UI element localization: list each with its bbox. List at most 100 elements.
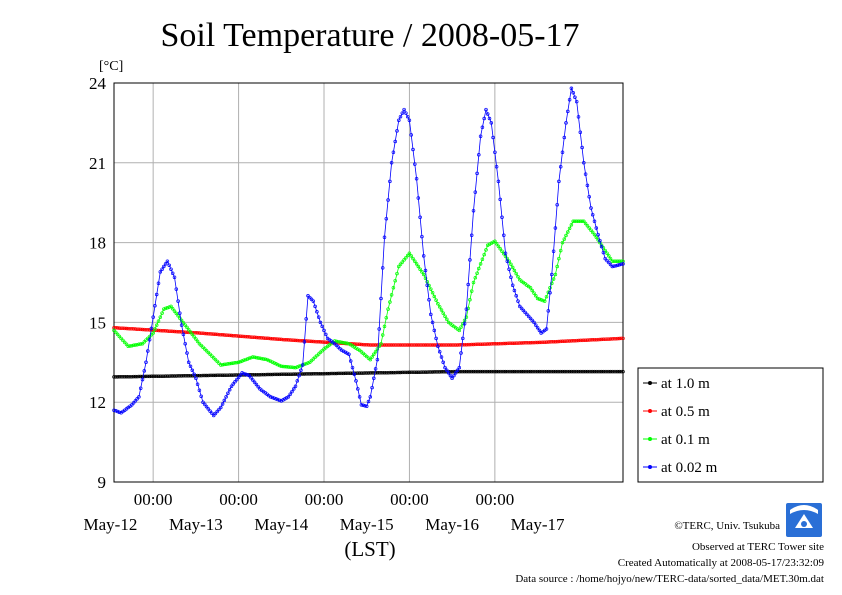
data-point: [243, 372, 248, 377]
data-point: [421, 343, 426, 347]
data-point: [210, 411, 214, 416]
data-point: [137, 327, 141, 332]
data-point: [117, 375, 122, 379]
data-point: [459, 369, 463, 374]
data-point: [179, 318, 184, 323]
data-point: [318, 340, 323, 344]
data-point: [429, 343, 433, 347]
data-point: [397, 343, 401, 347]
data-point: [254, 335, 259, 340]
data-point: [135, 342, 139, 347]
data-point: [259, 356, 264, 361]
data-point: [306, 294, 310, 298]
data-point: [354, 342, 358, 346]
data-point: [420, 343, 424, 347]
data-point: [281, 337, 285, 342]
data-point: [555, 264, 559, 269]
data-point: [275, 362, 280, 367]
data-point: [117, 410, 122, 414]
data-point: [526, 340, 531, 345]
data-point: [462, 342, 467, 347]
data-point: [557, 369, 561, 374]
data-point: [217, 332, 221, 337]
data-point: [608, 262, 613, 267]
data-point: [153, 327, 157, 331]
data-point: [313, 304, 317, 309]
data-point: [322, 328, 326, 333]
data-point: [277, 363, 282, 368]
data-point: [576, 219, 581, 224]
data-point: [372, 343, 376, 347]
data-point: [114, 409, 118, 413]
data-point: [578, 219, 583, 224]
data-point: [162, 374, 166, 378]
data-point: [115, 409, 120, 414]
data-point: [416, 343, 421, 347]
data-point: [354, 379, 358, 383]
data-point: [413, 370, 417, 374]
data-point: [201, 400, 205, 404]
data-point: [468, 342, 472, 347]
data-point: [534, 340, 538, 345]
data-point: [341, 340, 346, 345]
data-point: [594, 369, 599, 374]
data-point: [219, 373, 223, 378]
data-point: [473, 342, 478, 347]
data-point: [400, 370, 405, 375]
data-point: [389, 293, 394, 297]
data-point: [585, 224, 590, 228]
legend-swatch-marker: [648, 437, 652, 441]
data-point: [366, 343, 371, 347]
data-point: [247, 373, 252, 378]
data-point: [140, 327, 145, 332]
data-point: [190, 368, 195, 373]
data-point: [210, 332, 214, 336]
data-point: [165, 374, 170, 378]
data-point: [283, 372, 287, 377]
data-point: [482, 252, 486, 257]
data-point: [320, 371, 324, 376]
data-point: [194, 337, 198, 341]
data-point: [203, 331, 207, 336]
data-point: [340, 348, 344, 353]
data-point: [121, 375, 125, 379]
data-point: [149, 374, 154, 379]
data-point: [541, 298, 545, 303]
data-point: [295, 365, 300, 369]
data-point: [275, 372, 280, 377]
data-point: [416, 196, 421, 200]
data-point: [169, 329, 173, 334]
data-point: [322, 340, 326, 344]
data-point: [466, 282, 470, 287]
data-point: [227, 388, 232, 392]
data-point: [290, 372, 294, 376]
data-point: [516, 274, 520, 279]
legend-box: [637, 367, 824, 483]
data-point: [176, 374, 180, 378]
data-point: [293, 384, 298, 388]
data-point: [532, 369, 536, 374]
data-point: [254, 382, 259, 387]
data-point: [263, 357, 268, 362]
data-point: [439, 370, 444, 374]
data-point: [405, 370, 410, 375]
data-point: [115, 375, 120, 379]
data-point: [514, 294, 518, 298]
data-point: [162, 307, 166, 311]
data-point: [436, 344, 440, 349]
data-point: [130, 403, 134, 407]
data-point: [174, 287, 179, 291]
data-point: [485, 369, 490, 374]
data-point: [366, 371, 371, 375]
data-point: [219, 405, 223, 410]
data-point: [128, 344, 132, 348]
data-point: [576, 338, 581, 343]
data-point: [421, 254, 426, 258]
data-point: [587, 338, 591, 342]
x-date-label: May-16: [425, 515, 479, 534]
data-point: [530, 288, 534, 293]
data-point: [170, 329, 175, 334]
x-date-label: May-15: [340, 515, 394, 534]
data-point: [247, 356, 252, 361]
data-point: [343, 371, 348, 376]
